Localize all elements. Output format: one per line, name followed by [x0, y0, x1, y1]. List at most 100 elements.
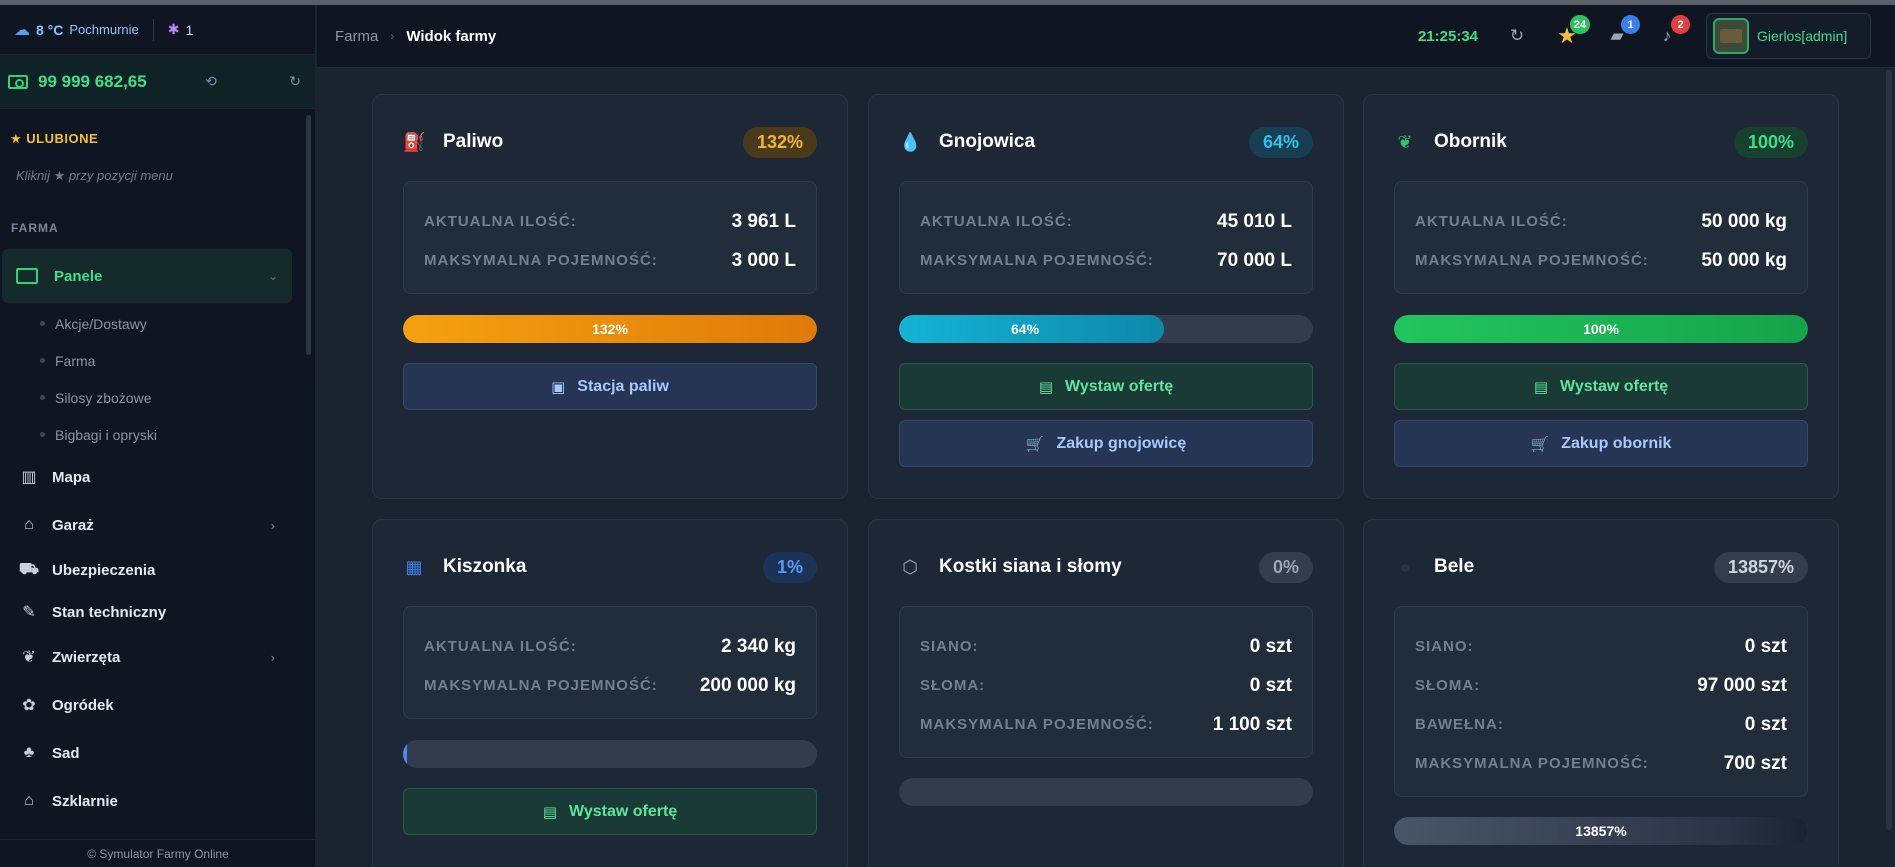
weather-widget: ☁ 8 °C Pochmurnie ✱ 1: [0, 5, 315, 55]
notifications-badge: 2: [1671, 15, 1690, 34]
money-icon: ▤: [1038, 378, 1053, 396]
favorites-hint: Kliknij ★ przy pozycji menu: [16, 168, 173, 183]
sidebar-item-ubezpieczenia[interactable]: ⛟ Ubezpieczenia: [0, 549, 315, 591]
card-title: Paliwo: [443, 131, 504, 152]
stat-value: 0 szt: [1249, 674, 1292, 696]
card-kiszonka: ▦ Kiszonka 1% AKTUALNA ILOŚĆ: 2 340 kg MA…: [372, 519, 848, 867]
stat-value: 50 000 kg: [1701, 210, 1787, 232]
stat-row: MAKSYMALNA POJEMNOŚĆ: 70 000 L: [920, 241, 1292, 280]
bell-icon[interactable]: ♪ 2: [1656, 15, 1690, 47]
user-menu[interactable]: Gierlos[admin]: [1706, 13, 1871, 59]
button-label: Wystaw ofertę: [569, 802, 678, 820]
sidebar-subitem-farma[interactable]: Farma: [0, 342, 315, 379]
breadcrumb-root[interactable]: Farma: [335, 27, 379, 45]
progress-label: 64%: [1011, 321, 1040, 337]
messages-badge: 1: [1621, 15, 1640, 34]
favorites-star-icon[interactable]: ★ 24: [1556, 15, 1590, 48]
main-scrollbar[interactable]: [1886, 70, 1892, 830]
sidebar-item-label: Ogródek: [52, 696, 114, 714]
reload-icon[interactable]: ↻: [1509, 26, 1525, 45]
stat-label: AKTUALNA ILOŚĆ:: [424, 213, 577, 230]
money-icon: ▤: [1533, 378, 1548, 396]
stat-value: 700 szt: [1723, 752, 1787, 774]
percent-badge: 0%: [1258, 551, 1313, 583]
card-kostki: ⬡ Kostki siana i słomy 0% SIANO: 0 szt SŁ…: [868, 519, 1344, 867]
stat-label: SŁOMA:: [920, 677, 986, 694]
silo-icon: ▦: [405, 556, 423, 577]
buy-manure-button[interactable]: 🛒 Zakup obornik: [1394, 420, 1808, 467]
progress-label: 132%: [592, 321, 628, 337]
card-stats: AKTUALNA ILOŚĆ: 3 961 L MAKSYMALNA POJEMN…: [403, 181, 817, 294]
stat-label: SŁOMA:: [1415, 677, 1481, 694]
progress-fill: [1394, 817, 1808, 845]
monitor-icon: [16, 268, 38, 284]
chat-icon[interactable]: ▰ 1: [1606, 15, 1640, 47]
sidebar-subitem-silosy[interactable]: Silosy zbożowe: [0, 379, 315, 416]
cloud-icon: ☁: [14, 21, 30, 39]
sidebar-item-ogrodek[interactable]: ✿ Ogródek: [0, 681, 315, 729]
sidebar-item-mapa[interactable]: ▥ Mapa: [0, 453, 315, 501]
fuel-station-button[interactable]: ▣ Stacja paliw: [403, 363, 817, 410]
sidebar-item-sad[interactable]: ♣ Sad: [0, 729, 315, 777]
tree-icon: ♣: [23, 744, 35, 761]
post-offer-button[interactable]: ▤ Wystaw ofertę: [403, 788, 817, 835]
sidebar-subitem-akcje[interactable]: Akcje/Dostawy: [0, 305, 315, 342]
subitem-label: Akcje/Dostawy: [55, 315, 147, 332]
sidebar-item-label: Szklarnie: [52, 792, 118, 810]
subitem-label: Farma: [55, 352, 96, 369]
refresh-icon[interactable]: ↻: [289, 73, 301, 89]
chevron-right-icon: ›: [270, 517, 275, 533]
sidebar-item-garaz[interactable]: ⌂ Garaż ›: [0, 501, 315, 549]
balance-bar: 99 999 682,65 ⟲ ↻: [0, 55, 315, 109]
post-offer-button[interactable]: ▤ Wystaw ofertę: [1394, 363, 1808, 410]
bullet-icon: [40, 395, 45, 400]
post-offer-button[interactable]: ▤ Wystaw ofertę: [899, 363, 1313, 410]
sidebar-item-label: Sad: [52, 744, 80, 762]
bale-icon: ●: [1399, 556, 1411, 577]
stat-label: BAWEŁNA:: [1415, 716, 1504, 733]
card-header: ⬡ Kostki siana i słomy 0%: [899, 550, 1313, 584]
sidebar-subitem-bigbagi[interactable]: Bigbagi i opryski: [0, 416, 315, 453]
stat-value: 0 szt: [1744, 713, 1787, 735]
stat-row: MAKSYMALNA POJEMNOŚĆ: 3 000 L: [424, 241, 796, 280]
sidebar-item-panele[interactable]: Panele ⌄: [2, 249, 292, 303]
sidebar-item-stan-techniczny[interactable]: ✎ Stan techniczny: [0, 591, 315, 633]
card-header: ⛽ Paliwo 132%: [403, 125, 817, 159]
money-icon: ▤: [542, 803, 557, 821]
history-icon[interactable]: ⟲: [205, 73, 217, 89]
subitem-label: Silosy zbożowe: [55, 389, 152, 406]
cart-plus-icon: 🛒: [1025, 435, 1045, 453]
progress-bar: [899, 778, 1313, 806]
sidebar-item-szklarnie[interactable]: ⌂ Szklarnie: [0, 777, 315, 825]
paw-icon: ❦: [22, 649, 36, 666]
stat-row: BAWEŁNA: 0 szt: [1415, 705, 1787, 744]
leaf-icon: ❦: [1397, 131, 1413, 152]
sidebar-item-label: Panele: [54, 267, 103, 285]
sidebar-scrollbar[interactable]: [306, 115, 311, 355]
card-header: ● Bele 13857%: [1394, 550, 1808, 584]
progress-fill: [899, 315, 1164, 343]
subitem-label: Bigbagi i opryski: [55, 426, 157, 443]
stat-value: 0 szt: [1249, 635, 1292, 657]
stat-value: 3 961 L: [731, 210, 796, 232]
sidebar-item-zwierzeta[interactable]: ❦ Zwierzęta ›: [0, 633, 315, 681]
card-title: Kiszonka: [443, 556, 527, 577]
percent-badge: 64%: [1248, 126, 1313, 158]
buy-slurry-button[interactable]: 🛒 Zakup gnojowicę: [899, 420, 1313, 467]
top-header: Farma › Widok farmy 21:25:34 ↻ ★ 24 ▰ 1 ♪ 2…: [317, 5, 1895, 68]
garage-icon: ⌂: [24, 516, 34, 533]
sidebar-item-label: Stan techniczny: [52, 603, 167, 621]
card-title: Kostki siana i słomy: [939, 556, 1122, 577]
percent-badge: 1%: [762, 551, 817, 583]
stat-value: 70 000 L: [1217, 249, 1292, 271]
progress-fill: [403, 740, 408, 768]
footer-copyright: © Symulator Farmy Online: [0, 839, 316, 867]
stat-value: 1 100 szt: [1212, 713, 1292, 735]
stat-value: 45 010 L: [1217, 210, 1292, 232]
breadcrumb: Farma › Widok farmy: [317, 28, 496, 45]
progress-label: 100%: [1583, 321, 1619, 337]
stat-value: 3 000 L: [731, 249, 796, 271]
gas-pump-icon: ⛽: [403, 131, 426, 152]
stat-row: SŁOMA: 97 000 szt: [1415, 666, 1787, 705]
button-label: Zakup gnojowicę: [1056, 434, 1187, 452]
